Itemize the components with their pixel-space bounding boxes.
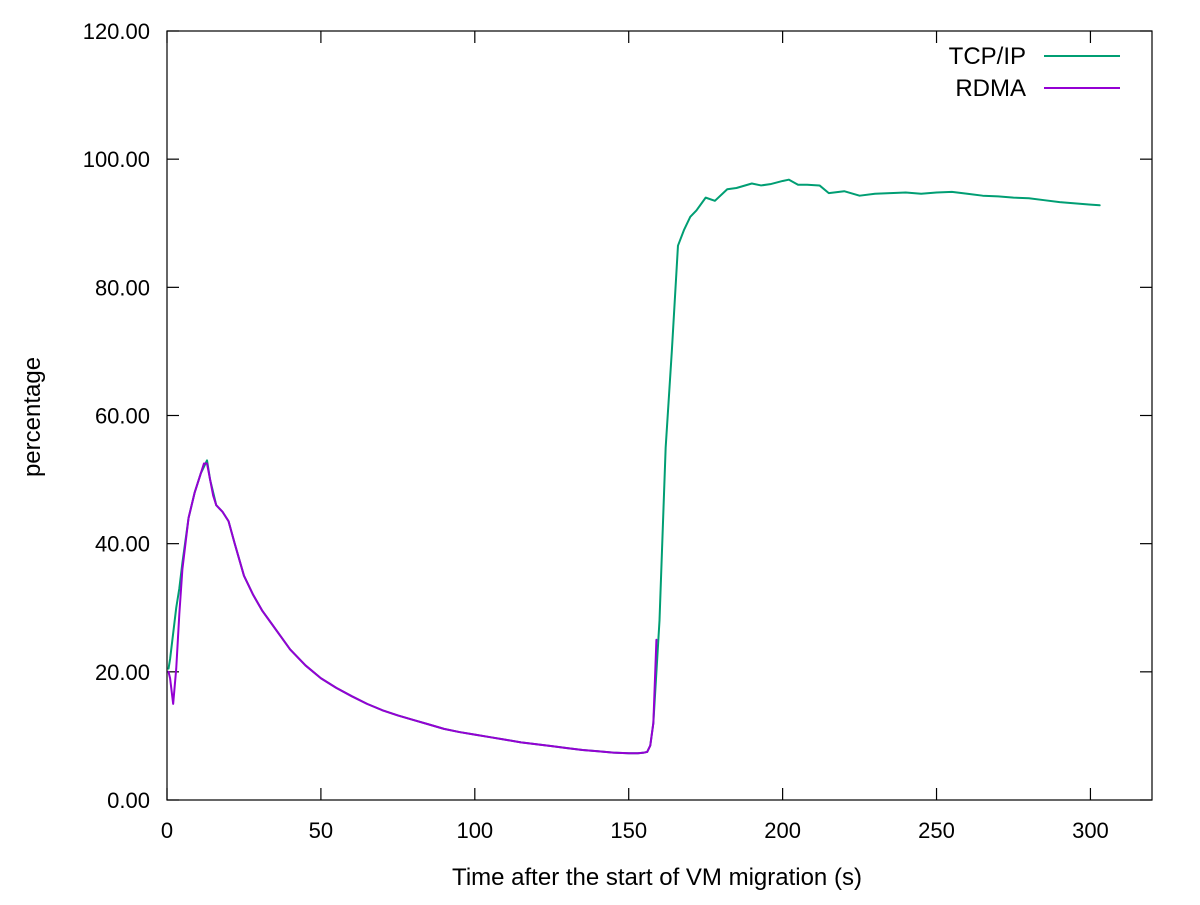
- y-tick-label: 40.00: [95, 532, 150, 557]
- y-tick-label: 20.00: [95, 660, 150, 685]
- legend-label: TCP/IP: [949, 43, 1026, 70]
- y-tick-label: 120.00: [83, 19, 150, 44]
- x-tick-label: 0: [161, 818, 173, 843]
- y-tick-label: 0.00: [107, 788, 150, 813]
- x-tick-label: 150: [610, 818, 647, 843]
- x-tick-label: 300: [1072, 818, 1109, 843]
- series-line-rdma: [167, 462, 658, 755]
- x-tick-label: 50: [309, 818, 333, 843]
- series-layer: [167, 178, 1101, 755]
- x-axis: 0 50 100 150 200 250 300: [161, 31, 1109, 843]
- y-tick-label: 100.00: [83, 147, 150, 172]
- x-tick-label: 100: [456, 818, 493, 843]
- x-tick-label: 200: [764, 818, 801, 843]
- y-axis: 0.00 20.00 40.00 60.00 80.00 100.00 120.00: [83, 19, 1152, 813]
- y-tick-label: 80.00: [95, 275, 150, 300]
- plot-frame: [166, 30, 1153, 801]
- y-tick-label: 60.00: [95, 404, 150, 429]
- x-tick-label: 250: [918, 818, 955, 843]
- legend-label: RDMA: [955, 75, 1026, 102]
- legend: TCP/IP RDMA: [949, 43, 1120, 102]
- y-axis-title: percentage: [19, 357, 46, 477]
- x-axis-title: Time after the start of VM migration (s): [452, 864, 862, 891]
